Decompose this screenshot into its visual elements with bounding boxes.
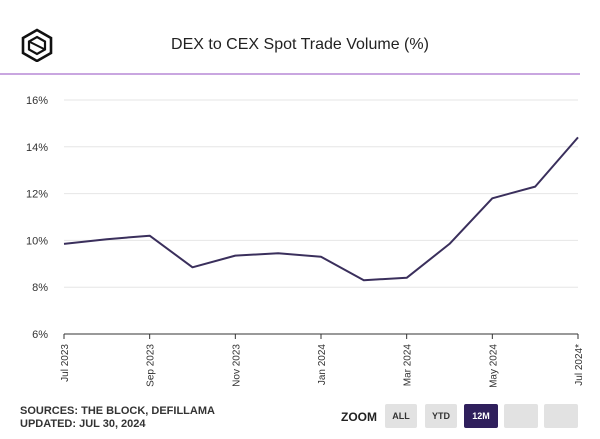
zoom-label: ZOOM <box>341 410 377 424</box>
line-chart: 6% 8% 10% 12% 14% 16% Jul 2023 Sep 2023 Nov 202… <box>26 95 585 388</box>
series-line <box>63 136 579 282</box>
zoom-blank-button-2[interactable] <box>544 404 578 428</box>
the-block-logo-icon <box>21 28 53 62</box>
zoom-blank-button-1[interactable] <box>504 404 538 428</box>
x-tick-label: Jul 2023 <box>60 344 71 382</box>
chart-title: DEX to CEX Spot Trade Volume (%) <box>171 36 429 53</box>
zoom-ytd-button[interactable]: YTD <box>425 404 457 428</box>
zoom-all-button[interactable]: ALL <box>385 404 417 428</box>
y-tick-label: 10% <box>26 235 48 247</box>
chart-sources: SOURCES: THE BLOCK, DEFILLAMA UPDATED: J… <box>20 405 215 431</box>
y-tick-label: 14% <box>26 142 48 154</box>
y-tick-label: 8% <box>32 282 48 294</box>
x-tick-label: Mar 2024 <box>403 344 414 387</box>
y-gridlines <box>64 99 578 288</box>
y-tick-label: 6% <box>32 329 48 341</box>
chart-header: DEX to CEX Spot Trade Volume (%) <box>0 0 600 74</box>
sources-text: SOURCES: THE BLOCK, DEFILLAMA <box>20 405 215 417</box>
updated-text: UPDATED: JUL 30, 2024 <box>20 418 146 430</box>
x-tick-label: Nov 2023 <box>231 344 242 387</box>
x-tick-label: May 2024 <box>488 344 499 388</box>
x-axis-tick-labels: Jul 2023 Sep 2023 Nov 2023 Jan 2024 Mar 2024… <box>60 334 585 388</box>
zoom-12m-button[interactable]: 12M <box>464 404 498 428</box>
y-tick-label: 16% <box>26 95 48 107</box>
y-axis-tick-labels: 6% 8% 10% 12% 14% 16% <box>26 95 48 341</box>
y-tick-label: 12% <box>26 189 48 201</box>
x-tick-label: Jan 2024 <box>317 344 328 386</box>
x-tick-label: Jul 2024* <box>574 344 585 386</box>
x-tick-label: Sep 2023 <box>146 344 157 387</box>
header-divider <box>0 73 580 75</box>
